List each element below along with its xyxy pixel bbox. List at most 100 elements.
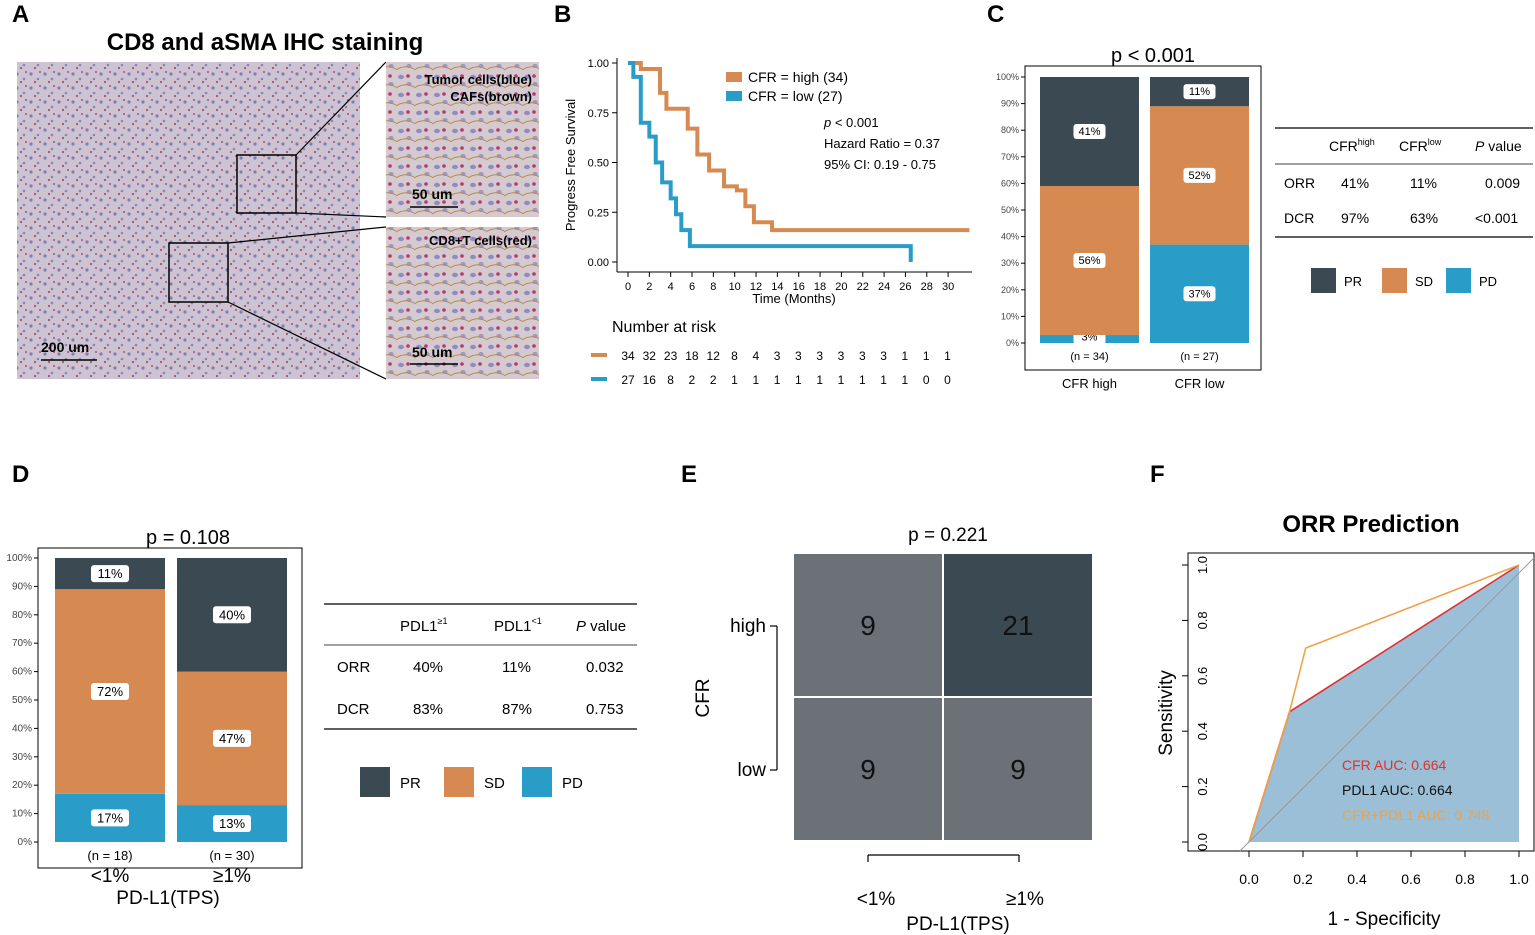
table-d-h3-p: P xyxy=(576,618,586,635)
km-x-tick-label: 24 xyxy=(878,281,890,293)
ihc-main-image xyxy=(17,62,360,379)
zoom-line xyxy=(227,301,387,380)
km-x-label: Time (Months) xyxy=(752,291,835,306)
km-x-tick-label: 22 xyxy=(857,281,869,293)
zoom-line xyxy=(295,61,387,156)
panel-letter-a: A xyxy=(12,1,29,28)
bar-label-box xyxy=(213,729,251,747)
roc-y-tick-label: 0.2 xyxy=(1195,778,1210,796)
risk-count: 3 xyxy=(838,349,845,363)
zoom-line xyxy=(227,226,387,244)
risk-count: 18 xyxy=(685,349,699,363)
bar-category-label: <1% xyxy=(91,866,130,887)
legend-pd: PD xyxy=(562,775,583,792)
bar-y-tick-label: 10% xyxy=(1001,311,1019,321)
legend-low: CFR = low (27) xyxy=(748,88,843,104)
km-curves xyxy=(628,61,970,262)
table-d-h1: PDL1≥1 xyxy=(400,616,447,635)
table-d-h1-text: PDL1 xyxy=(400,618,438,635)
bar-data-label: 13% xyxy=(219,816,245,831)
roc-y-tick-label: 0.8 xyxy=(1195,611,1210,629)
risk-count: 1 xyxy=(795,373,802,387)
legend-pd-swatch xyxy=(1446,268,1471,293)
ihc-inset-bottom xyxy=(386,227,539,379)
km-y-tick-label: 0.25 xyxy=(588,207,609,219)
roc-x-tick-label: 0.8 xyxy=(1455,871,1475,887)
heatmap-cell xyxy=(942,696,1094,842)
risk-count: 27 xyxy=(621,373,635,387)
table-d-h3: P value xyxy=(576,618,626,635)
panel-a-title: CD8 and aSMA IHC staining xyxy=(107,29,423,56)
risk-count: 1 xyxy=(816,373,823,387)
table-d-cell: DCR xyxy=(337,701,370,718)
legend-c: PR SD PD xyxy=(1311,268,1497,293)
km-hazard-ratio: Hazard Ratio = 0.37 xyxy=(824,136,940,151)
bar-data-label: 47% xyxy=(219,731,245,746)
heatmap-col-lt1: <1% xyxy=(857,889,896,910)
bar-c-frame xyxy=(1024,65,1262,371)
bar-data-label: 40% xyxy=(219,607,245,622)
risk-count: 3 xyxy=(816,349,823,363)
table-c-h1-text: CFR xyxy=(1329,138,1358,154)
bar-data-label: 72% xyxy=(97,684,123,699)
panel-e: E p = 0.221 9 21 9 9 high low CFR <1% ≥1% P… xyxy=(681,461,1094,935)
bar-d-title: p = 0.108 xyxy=(146,527,230,549)
roc-legend-pdl1: PDL1 AUC: 0.664 xyxy=(1342,782,1453,798)
panel-f: F ORR Prediction 0.00.00.20.20.40.40.60.… xyxy=(1150,461,1535,930)
bar-data-label: 17% xyxy=(97,810,123,825)
bar-label-box xyxy=(1183,167,1216,183)
panel-letter-b: B xyxy=(554,1,571,28)
roc-title: ORR Prediction xyxy=(1282,511,1459,538)
legend-pr: PR xyxy=(1344,274,1362,289)
table-c-cell: 11% xyxy=(1410,175,1437,191)
table-d-cell: 40% xyxy=(413,659,443,676)
bar-n-label: (n = 34) xyxy=(1070,351,1108,363)
risk-count: 1 xyxy=(944,349,951,363)
heatmap-cell-value: 9 xyxy=(860,754,876,785)
roi-box-top xyxy=(236,154,297,214)
roc-legend-combo: CFR+PDL1 AUC: 0.748 xyxy=(1342,807,1490,823)
bar-y-tick-label: 30% xyxy=(12,752,32,763)
legend-sd: SD xyxy=(1415,274,1433,289)
bar-y-tick-label: 80% xyxy=(12,610,32,621)
bar-label-box xyxy=(1183,286,1216,302)
bar-data-label: 37% xyxy=(1188,288,1210,300)
heatmap-col-ge1: ≥1% xyxy=(1006,889,1044,910)
bar-y-tick-label: 90% xyxy=(1001,99,1019,109)
bar-category-label: CFR low xyxy=(1175,376,1225,391)
km-curve-high xyxy=(628,61,970,233)
legend-pd: PD xyxy=(1479,274,1497,289)
bar-y-tick-label: 40% xyxy=(1001,232,1019,242)
km-x-tick-label: 8 xyxy=(710,281,716,293)
table-d-h2-sup: <1 xyxy=(532,616,542,626)
panel-letter-e: E xyxy=(681,461,697,488)
roc-y-tick-label: 0.0 xyxy=(1195,833,1210,851)
bar-y-tick-label: 40% xyxy=(12,723,32,734)
roc-x-tick-label: 0.2 xyxy=(1293,871,1313,887)
roc-auc-area xyxy=(1249,565,1519,842)
bar-y-tick-label: 70% xyxy=(12,638,32,649)
bar-y-tick-label: 70% xyxy=(1001,152,1019,162)
km-x-tick-label: 14 xyxy=(771,281,783,293)
table-c-h1-sup: high xyxy=(1358,137,1375,147)
roc-curve-combo xyxy=(1248,564,1520,843)
legend-sd-swatch xyxy=(1382,268,1407,293)
table-d-h2-text: PDL1 xyxy=(494,618,532,635)
roi-box-bottom xyxy=(168,242,229,303)
risk-count: 1 xyxy=(880,373,887,387)
risk-count: 32 xyxy=(643,349,657,363)
risk-count: 8 xyxy=(731,349,738,363)
risk-count: 1 xyxy=(752,373,759,387)
bar-y-tick-label: 0% xyxy=(1006,338,1019,348)
roc-frame xyxy=(1187,552,1535,852)
km-x-tick-label: 28 xyxy=(921,281,933,293)
bar-label-box xyxy=(91,565,129,583)
km-y-tick-label: 0.00 xyxy=(588,257,609,269)
table-c-h3-text: value xyxy=(1484,138,1522,154)
bar-y-tick-label: 60% xyxy=(1001,178,1019,188)
legend-pr: PR xyxy=(400,775,421,792)
scale-label-inset: 50 um xyxy=(412,186,452,202)
risk-count: 4 xyxy=(752,349,759,363)
km-x-tick-label: 30 xyxy=(942,281,954,293)
km-x-tick-label: 0 xyxy=(625,281,631,293)
